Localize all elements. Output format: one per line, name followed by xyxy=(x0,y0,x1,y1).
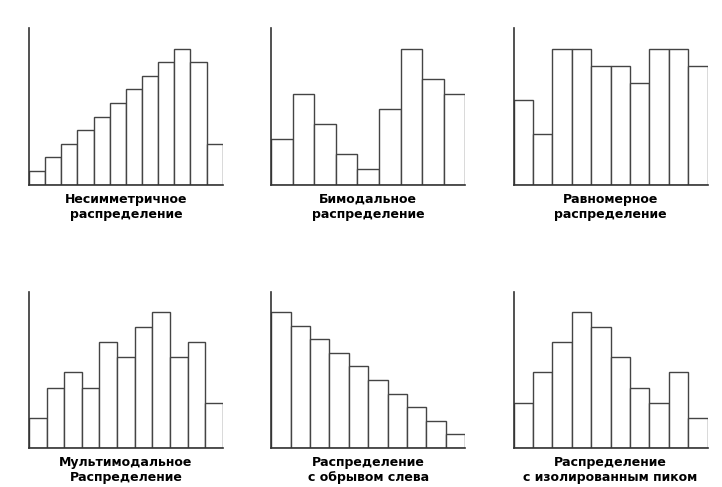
Bar xyxy=(77,130,94,185)
Bar xyxy=(422,79,443,185)
X-axis label: Распределение
с изолированным пиком: Распределение с изолированным пиком xyxy=(523,456,697,485)
Bar xyxy=(572,49,591,185)
Bar xyxy=(427,421,445,448)
Bar xyxy=(126,90,142,185)
Bar xyxy=(205,403,223,448)
Bar xyxy=(29,418,46,448)
Bar xyxy=(314,124,336,185)
Bar xyxy=(271,312,291,448)
Bar xyxy=(46,388,64,448)
Bar xyxy=(368,380,388,448)
Bar xyxy=(94,116,110,185)
Bar xyxy=(291,326,310,448)
Bar xyxy=(110,103,126,185)
X-axis label: Равномерное
распределение: Равномерное распределение xyxy=(554,193,667,221)
Bar xyxy=(336,154,357,185)
Bar xyxy=(191,62,206,185)
Bar xyxy=(158,62,174,185)
Bar xyxy=(170,357,188,448)
Bar xyxy=(669,373,688,448)
Bar xyxy=(552,49,572,185)
Bar xyxy=(29,171,45,185)
Bar xyxy=(443,94,465,185)
Bar xyxy=(379,109,401,185)
Bar xyxy=(611,357,630,448)
Bar xyxy=(591,66,611,185)
Bar xyxy=(117,357,134,448)
Bar xyxy=(388,393,407,448)
Bar xyxy=(513,100,533,185)
Bar xyxy=(293,94,314,185)
Bar xyxy=(134,327,152,448)
Bar xyxy=(533,373,552,448)
Bar xyxy=(329,353,349,448)
Bar xyxy=(142,76,158,185)
Bar xyxy=(271,139,293,185)
Bar xyxy=(649,403,669,448)
Bar xyxy=(61,144,77,185)
Bar xyxy=(100,342,117,448)
Bar xyxy=(572,312,591,448)
Bar xyxy=(45,157,61,185)
X-axis label: Мультимодальное
Распределение: Мультимодальное Распределение xyxy=(59,456,193,485)
X-axis label: Бимодальное
распределение: Бимодальное распределение xyxy=(312,193,425,221)
Bar xyxy=(669,49,688,185)
Bar xyxy=(188,342,205,448)
Bar xyxy=(688,418,708,448)
Bar xyxy=(630,388,649,448)
Bar xyxy=(64,373,82,448)
Bar xyxy=(206,144,223,185)
Bar xyxy=(407,407,427,448)
Bar xyxy=(688,66,708,185)
Bar xyxy=(552,342,572,448)
Bar xyxy=(357,169,379,185)
Bar xyxy=(445,434,465,448)
Bar xyxy=(401,49,422,185)
Bar xyxy=(310,339,329,448)
Bar xyxy=(174,49,191,185)
Bar xyxy=(533,133,552,185)
Bar xyxy=(611,66,630,185)
Bar xyxy=(630,83,649,185)
Bar xyxy=(152,312,170,448)
Bar xyxy=(82,388,100,448)
X-axis label: Несимметричное
распределение: Несимметричное распределение xyxy=(64,193,187,221)
Bar xyxy=(513,403,533,448)
X-axis label: Распределение
с обрывом слева: Распределение с обрывом слева xyxy=(308,456,429,485)
Bar xyxy=(591,327,611,448)
Bar xyxy=(349,366,368,448)
Bar xyxy=(649,49,669,185)
